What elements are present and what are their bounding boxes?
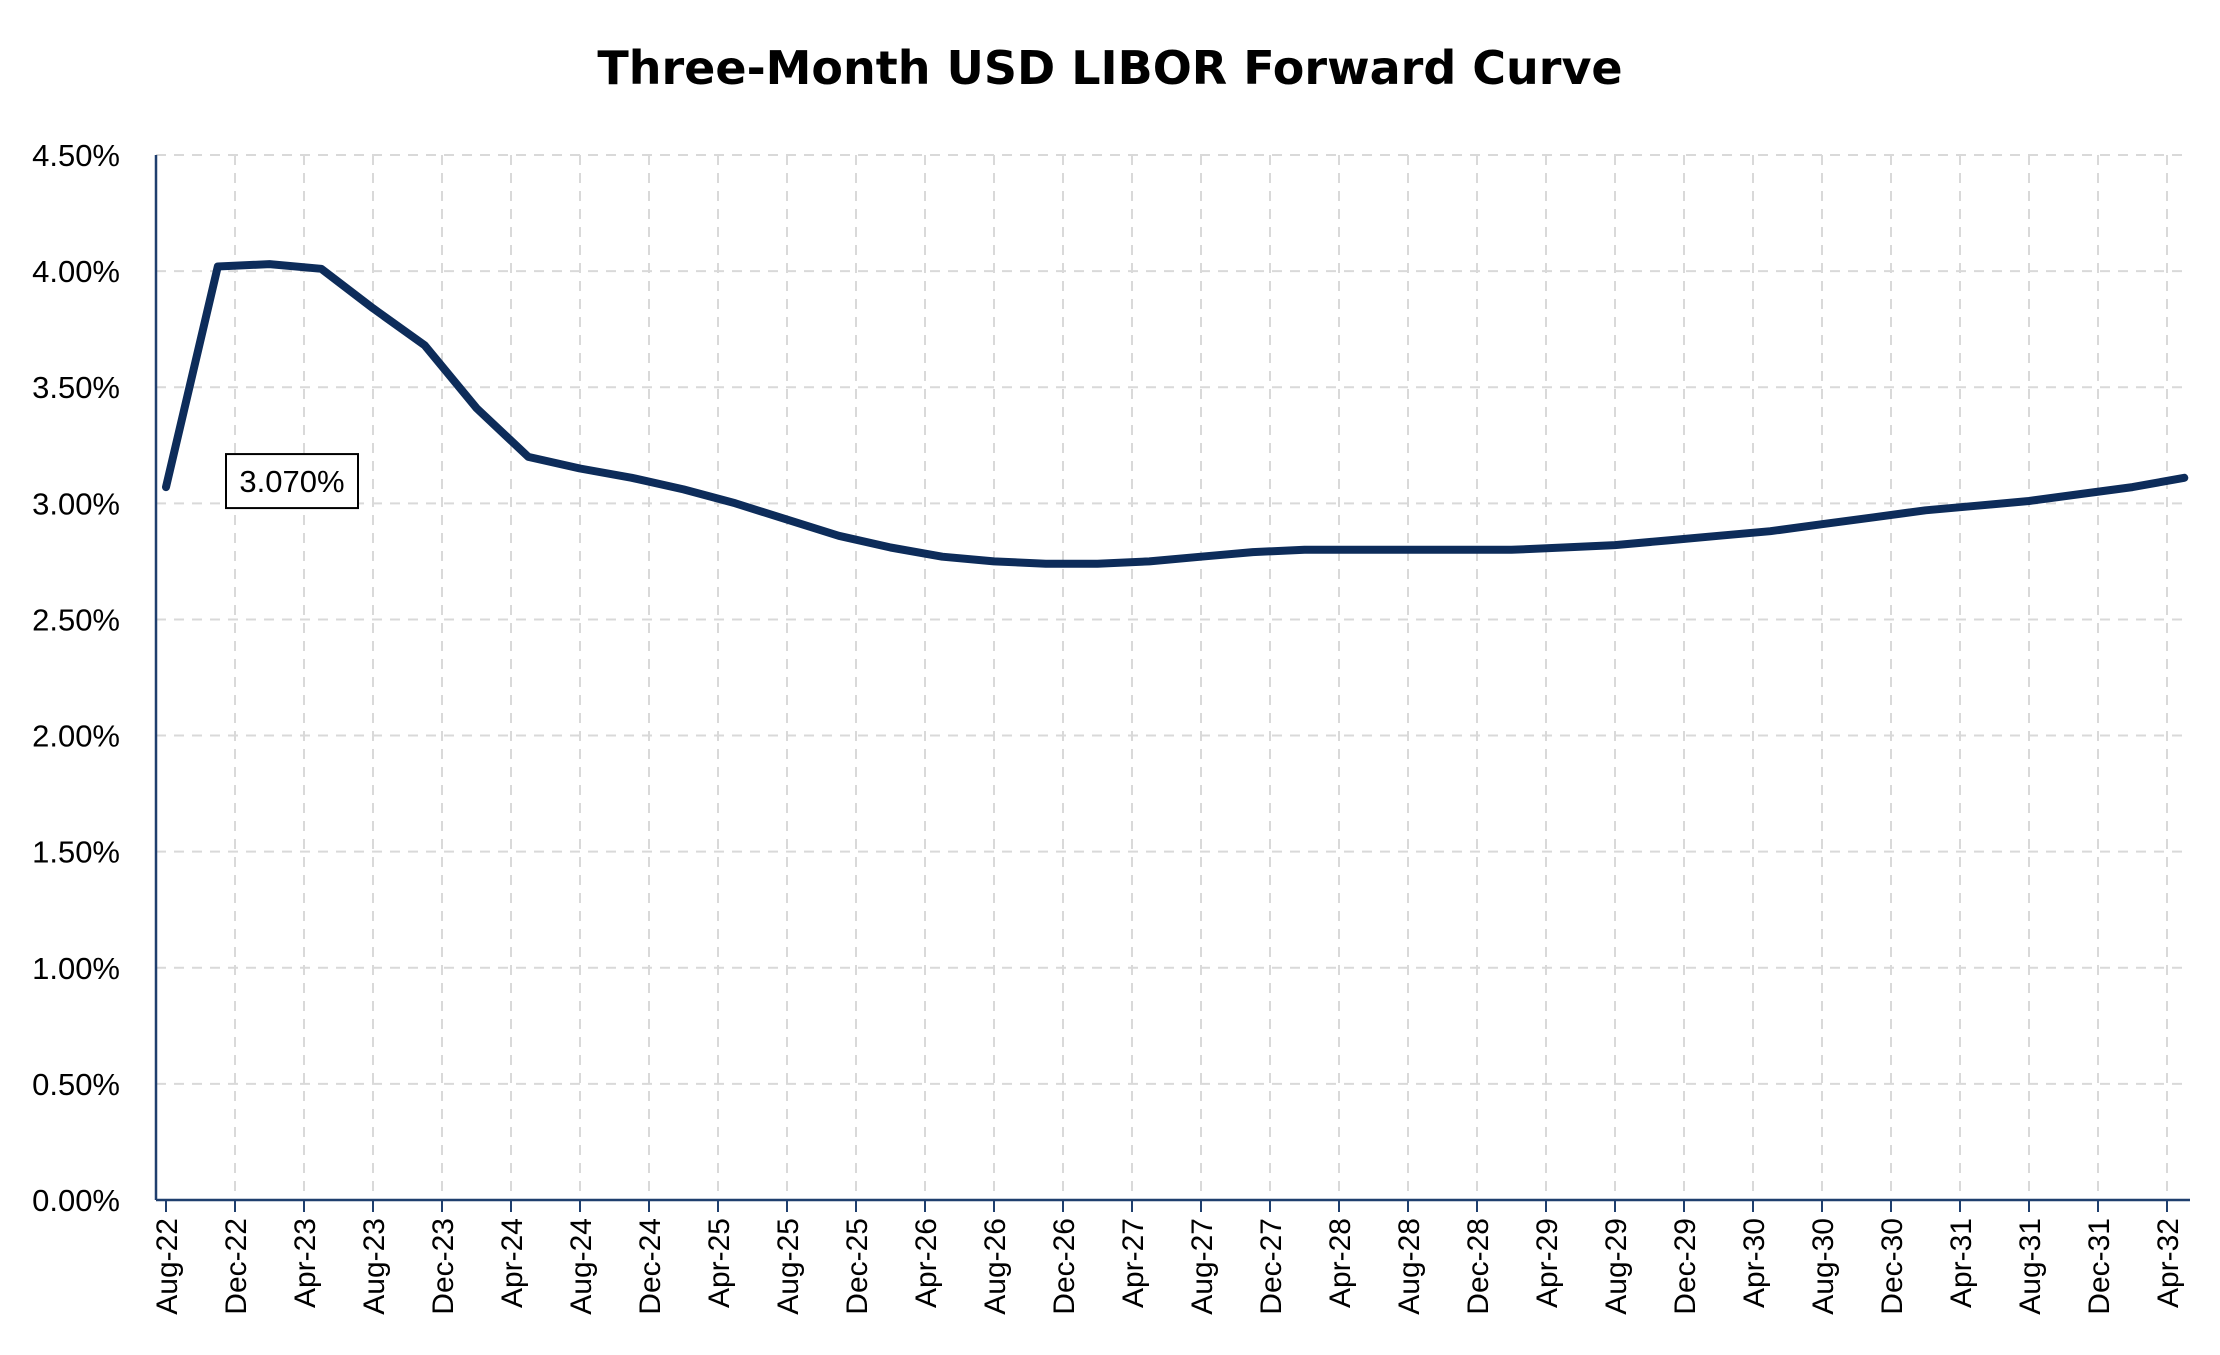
x-tick-label: Dec-23 (427, 1218, 460, 1315)
x-axis-tick-labels: Aug-22 Dec-22 Apr-23 Aug-23 Dec-23 Apr-24 Aug-… (151, 1218, 2185, 1315)
x-tick-label: Apr-24 (496, 1218, 529, 1308)
x-tick-label: Apr-27 (1117, 1218, 1150, 1308)
x-tick-label: Aug-28 (1393, 1218, 1426, 1315)
y-axis-tick-labels: 0.00% 0.50% 1.00% 1.50% 2.00% 2.50% 3.00% 3.50%… (32, 138, 120, 1218)
x-tick-label: Dec-27 (1255, 1218, 1288, 1315)
y-tick-label: 2.00% (32, 719, 120, 754)
series-line (162, 260, 2189, 568)
series (162, 260, 2189, 568)
chart-title: Three-Month USD LIBOR Forward Curve (597, 41, 1622, 95)
x-tick-label: Aug-25 (772, 1218, 805, 1315)
x-tick-label: Apr-31 (1945, 1218, 1978, 1308)
x-tick-label: Dec-29 (1669, 1218, 1702, 1315)
y-tick-label: 2.50% (32, 602, 120, 637)
x-tick-label: Aug-22 (151, 1218, 184, 1315)
data-label-box (225, 453, 359, 510)
x-tick-label: Dec-22 (220, 1218, 253, 1315)
x-tick-label: Aug-26 (979, 1218, 1012, 1315)
y-tick-label: 0.00% (32, 1183, 120, 1218)
x-tick-label: Aug-24 (565, 1218, 598, 1315)
y-tick-label: 4.50% (32, 138, 120, 173)
y-tick-label: 3.00% (32, 486, 120, 521)
x-tick-label: Apr-23 (289, 1218, 322, 1308)
x-tick-label: Aug-29 (1600, 1218, 1633, 1315)
x-tick-label: Apr-25 (703, 1218, 736, 1308)
y-tick-label: 3.50% (32, 370, 120, 405)
x-tick-label: Aug-31 (2014, 1218, 2047, 1315)
x-tick-label: Dec-26 (1048, 1218, 1081, 1315)
x-tick-label: Apr-26 (910, 1218, 943, 1308)
x-tick-label: Dec-31 (2083, 1218, 2116, 1315)
y-tick-label: 1.50% (32, 835, 120, 870)
x-tick-label: Aug-23 (358, 1218, 391, 1315)
x-tick-label: Dec-28 (1462, 1218, 1495, 1315)
data-label: 3.070% (239, 464, 344, 499)
x-tick-label: Apr-32 (2152, 1218, 2185, 1308)
x-tick-label: Dec-30 (1876, 1218, 1909, 1315)
y-tick-label: 4.00% (32, 254, 120, 289)
x-tick-label: Apr-30 (1738, 1218, 1771, 1308)
x-tick-label: Apr-28 (1324, 1218, 1357, 1308)
y-tick-label: 1.00% (32, 951, 120, 986)
x-tick-label: Dec-24 (634, 1218, 667, 1315)
axes (154, 155, 2190, 1212)
x-tick-label: Dec-25 (841, 1218, 874, 1315)
y-tick-label: 0.50% (32, 1067, 120, 1102)
x-tick-label: Apr-29 (1531, 1218, 1564, 1308)
x-tick-label: Aug-30 (1807, 1218, 1840, 1315)
x-tick-label: Aug-27 (1186, 1218, 1219, 1315)
annotations: 3.070% (225, 453, 359, 510)
gridlines (156, 154, 2190, 1200)
